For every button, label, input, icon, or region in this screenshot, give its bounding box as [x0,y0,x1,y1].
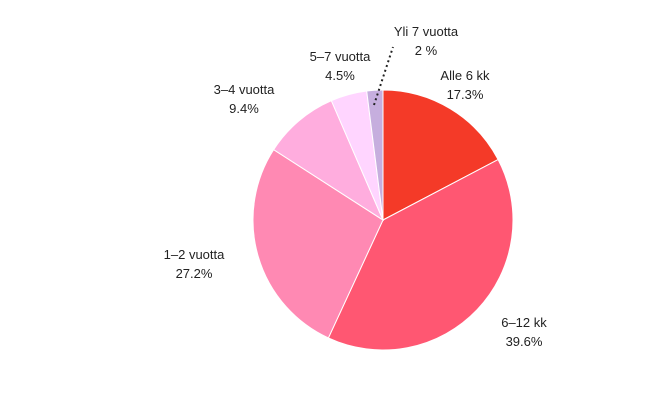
label-6-12-kk: 6–12 kk 39.6% [501,315,547,349]
slice-label: 3–4 vuotta [214,82,275,97]
slice-value: 39.6% [506,334,543,349]
slice-label: 1–2 vuotta [164,247,225,262]
leader-line-yli-7-vuotta [373,46,394,106]
slice-label: 5–7 vuotta [310,49,371,64]
label-yli-7-vuotta: Yli 7 vuotta 2 % [394,24,459,58]
pie-slice-yli-7-vuotta [366,89,384,221]
slice-label: Alle 6 kk [440,68,490,83]
slice-label: Yli 7 vuotta [394,24,459,39]
slice-value: 4.5% [325,68,355,83]
label-alle-6-kk: Alle 6 kk 17.3% [440,68,490,102]
pie-slice-6-12-kk [327,158,514,351]
pie-slice-1-2-vuotta [252,148,384,339]
pie-slice-3-4-vuotta [272,100,385,222]
slice-value: 17.3% [447,87,484,102]
slice-label: 6–12 kk [501,315,547,330]
slice-value: 2 % [415,43,438,58]
pie-slice-alle-6-kk [382,89,499,221]
label-1-2-vuotta: 1–2 vuotta 27.2% [164,247,225,281]
slice-value: 27.2% [176,266,213,281]
label-3-4-vuotta: 3–4 vuotta 9.4% [214,82,275,116]
slice-value: 9.4% [229,101,259,116]
pie-slices [252,89,514,351]
label-5-7-vuotta: 5–7 vuotta 4.5% [310,49,371,83]
